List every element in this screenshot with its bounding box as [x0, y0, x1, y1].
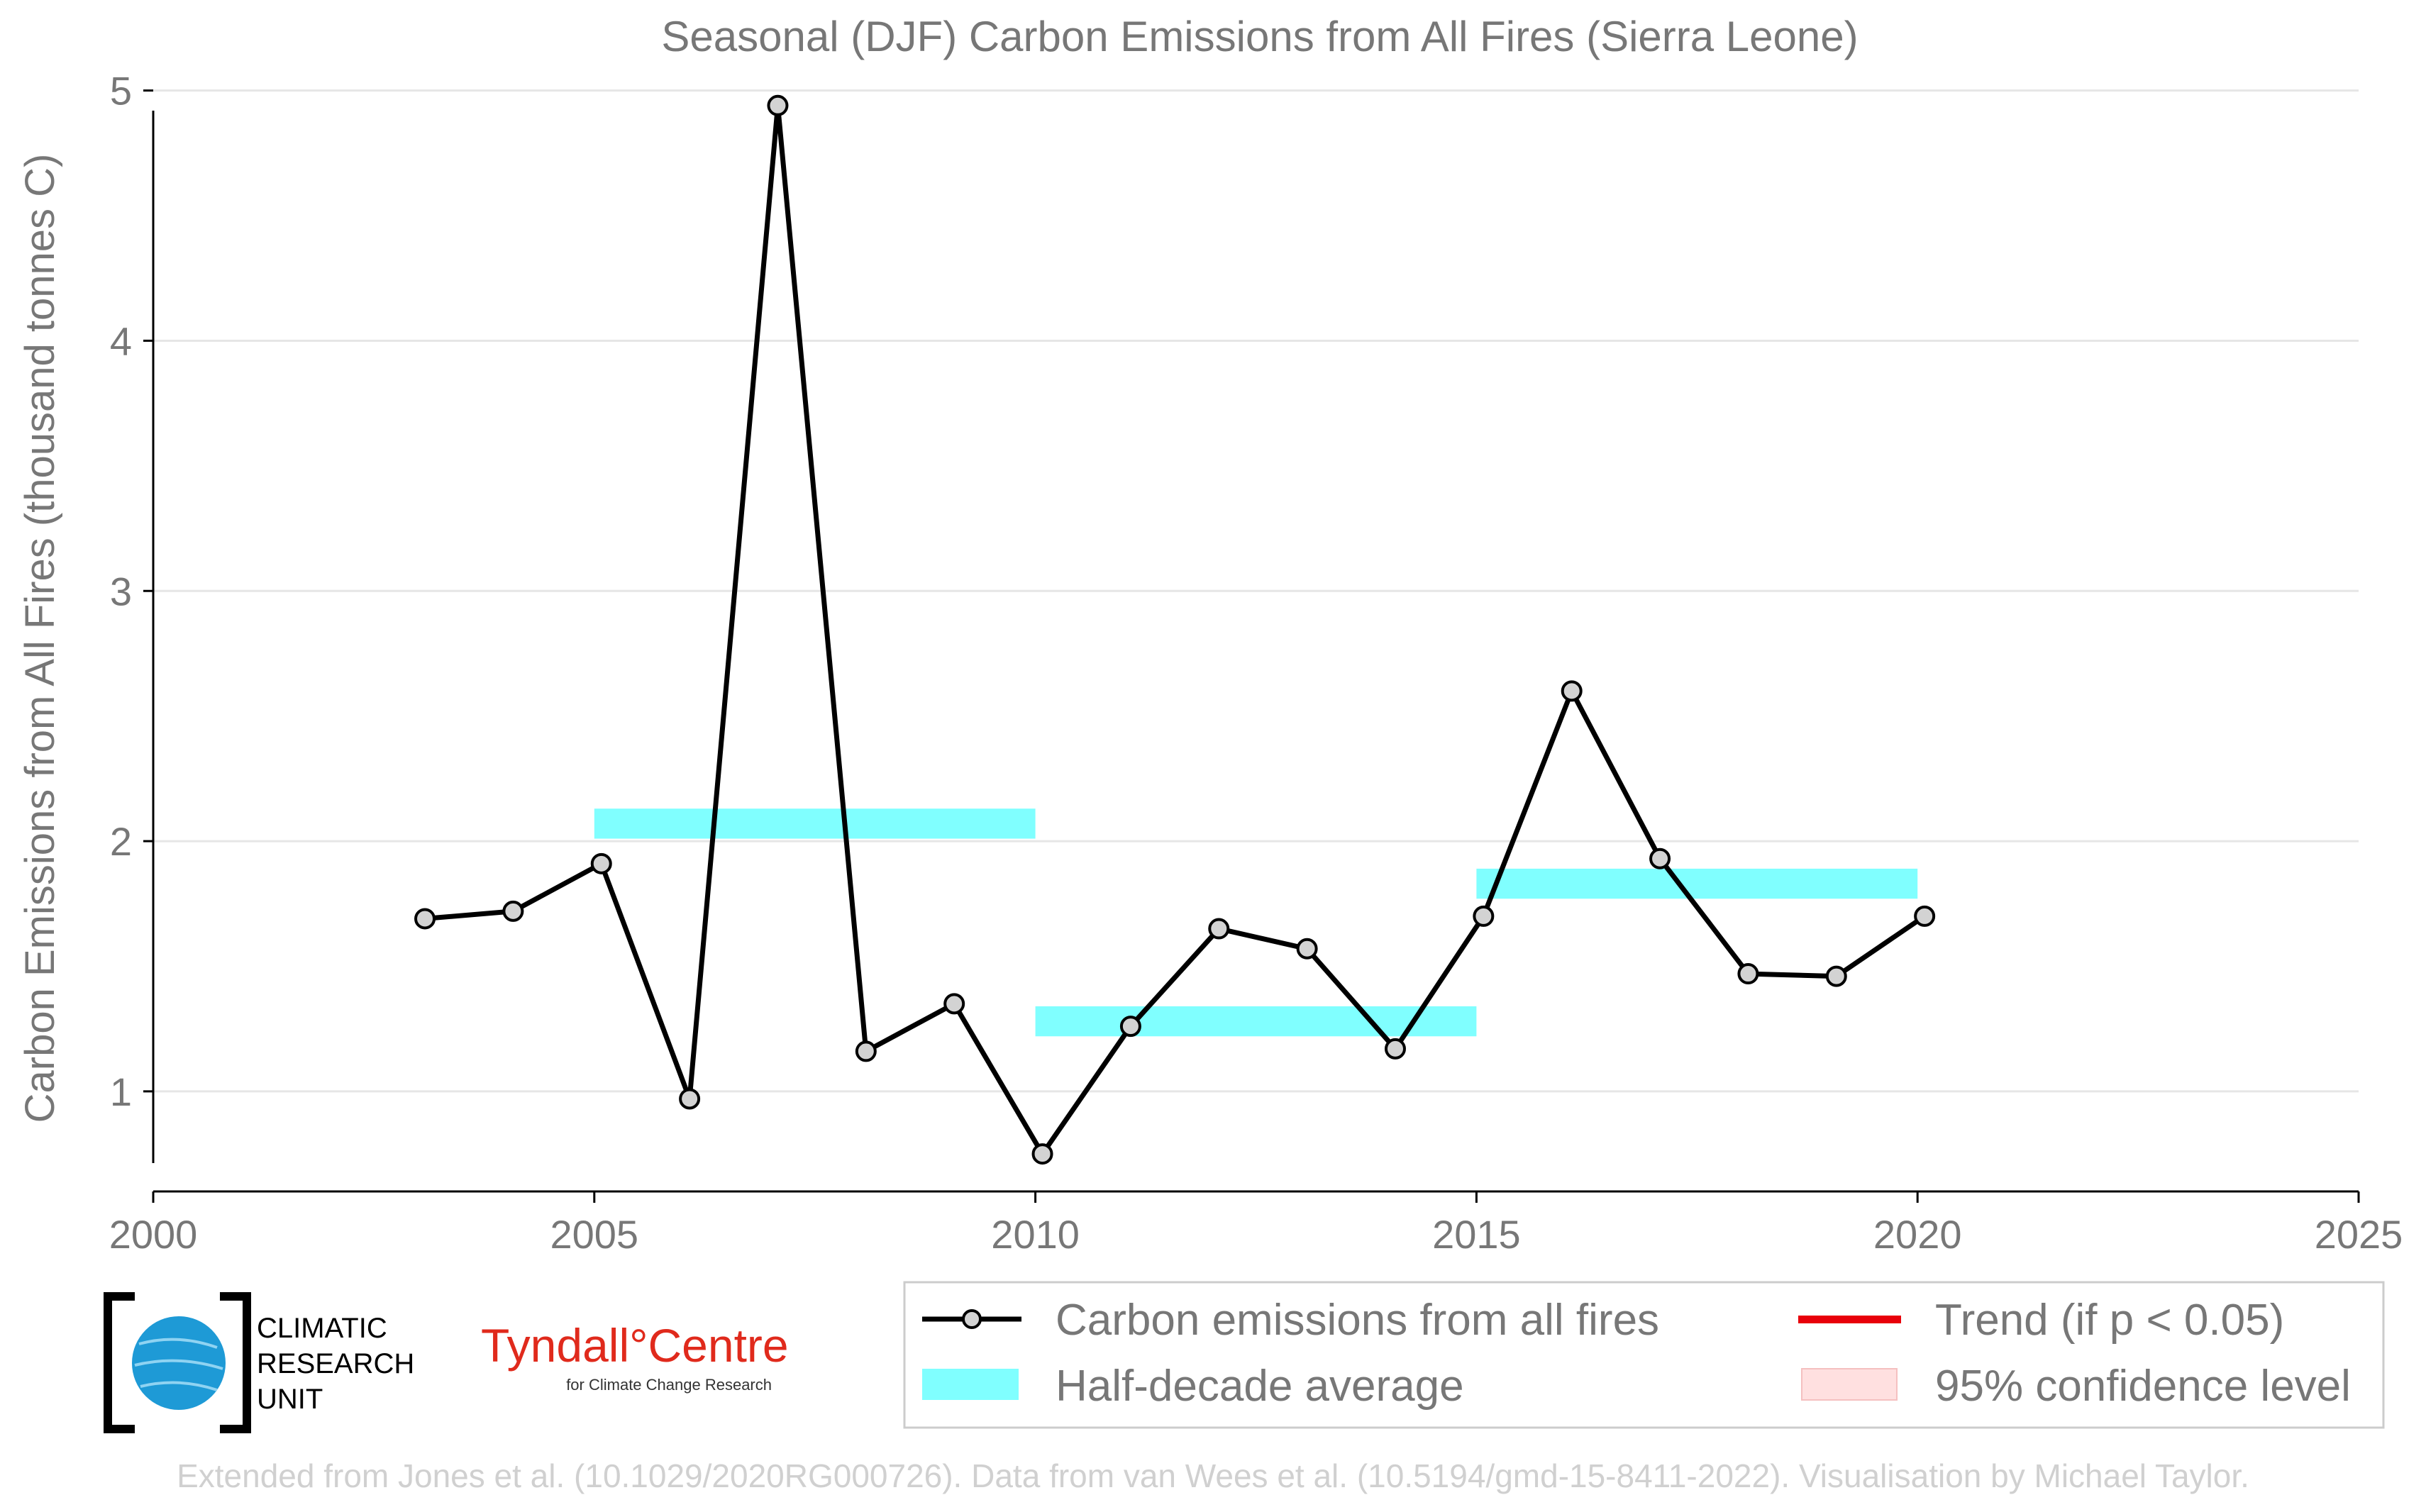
half-decade-average-bands — [594, 808, 1918, 1037]
data-point-16 — [1825, 965, 1847, 987]
data-point-0 — [414, 908, 436, 930]
data-point-3 — [679, 1088, 701, 1110]
x-tick-label-2020: 2020 — [1873, 1212, 1962, 1257]
legend-swatch-emissions-marker — [962, 1309, 982, 1329]
data-point-9 — [1208, 918, 1230, 940]
tyndall-logo-subtext: for Climate Change Research — [566, 1376, 772, 1394]
gridlines — [153, 89, 2359, 1093]
data-point-14 — [1649, 847, 1671, 869]
y-tick-label-4: 4 — [110, 318, 132, 363]
data-point-2 — [590, 852, 612, 874]
half-decade-band-1 — [1035, 1006, 1477, 1037]
y-tick-label-3: 3 — [110, 569, 132, 613]
data-point-17 — [1914, 905, 1936, 927]
data-point-8 — [1119, 1016, 1141, 1038]
axes — [143, 89, 2360, 1203]
cru-logo-text-1: CLIMATIC — [257, 1313, 387, 1344]
tyndall-logo: Tyndall°Centre for Climate Change Resear… — [481, 1319, 789, 1394]
series-carbon-emissions — [414, 94, 1936, 1165]
data-point-6 — [943, 993, 965, 1015]
cru-logo-bracket-right — [220, 1292, 251, 1433]
legend-swatch-half-decade — [922, 1369, 1019, 1400]
legend-label-confidence: 95% confidence level — [1935, 1362, 2351, 1411]
half-decade-band-2 — [1476, 868, 1918, 899]
x-tick-label-2010: 2010 — [991, 1212, 1080, 1257]
data-point-11 — [1384, 1038, 1406, 1060]
data-point-5 — [855, 1040, 877, 1062]
legend-swatch-confidence — [1801, 1368, 1898, 1401]
y-tick-label-1: 1 — [110, 1069, 132, 1114]
chart-title: Seasonal (DJF) Carbon Emissions from All… — [661, 13, 1858, 60]
cru-logo: CLIMATIC RESEARCH UNIT — [104, 1292, 414, 1433]
y-axis-label: Carbon Emissions from All Fires (thousan… — [17, 154, 63, 1123]
legend-label-emissions: Carbon emissions from all fires — [1056, 1296, 1659, 1345]
legend-swatch-trend — [1798, 1316, 1901, 1323]
cru-logo-bracket-left — [104, 1292, 135, 1433]
legend-frame — [903, 1281, 2385, 1429]
footer-credit: Extended from Jones et al. (10.1029/2020… — [177, 1457, 2249, 1494]
data-point-1 — [502, 900, 524, 922]
y-tick-label-2: 2 — [110, 819, 132, 864]
legend-label-trend: Trend (if p < 0.05) — [1935, 1296, 2284, 1345]
globe-icon-lines — [134, 1338, 223, 1391]
cru-logo-text-3: UNIT — [257, 1384, 323, 1415]
tick-labels: 1 2 3 4 5 2000 2005 2010 2015 2020 2025 — [109, 69, 2403, 1257]
series-line-0 — [424, 103, 1927, 1157]
legend: Carbon emissions from all fires Trend (i… — [903, 1281, 2385, 1429]
tyndall-logo-text: Tyndall°Centre — [481, 1319, 789, 1372]
data-point-4 — [767, 94, 789, 116]
data-point-7 — [1031, 1143, 1053, 1165]
data-point-15 — [1737, 963, 1759, 985]
data-point-13 — [1561, 680, 1583, 702]
half-decade-band-0 — [594, 808, 1036, 839]
x-tick-label-2000: 2000 — [109, 1212, 198, 1257]
x-tick-label-2025: 2025 — [2315, 1212, 2403, 1257]
data-point-12 — [1473, 905, 1495, 927]
x-tick-label-2005: 2005 — [550, 1212, 639, 1257]
y-tick-label-5: 5 — [110, 69, 132, 113]
legend-label-half-decade: Half-decade average — [1056, 1362, 1464, 1411]
x-tick-label-2015: 2015 — [1432, 1212, 1521, 1257]
cru-logo-text-2: RESEARCH — [257, 1348, 414, 1379]
data-point-10 — [1296, 938, 1318, 960]
